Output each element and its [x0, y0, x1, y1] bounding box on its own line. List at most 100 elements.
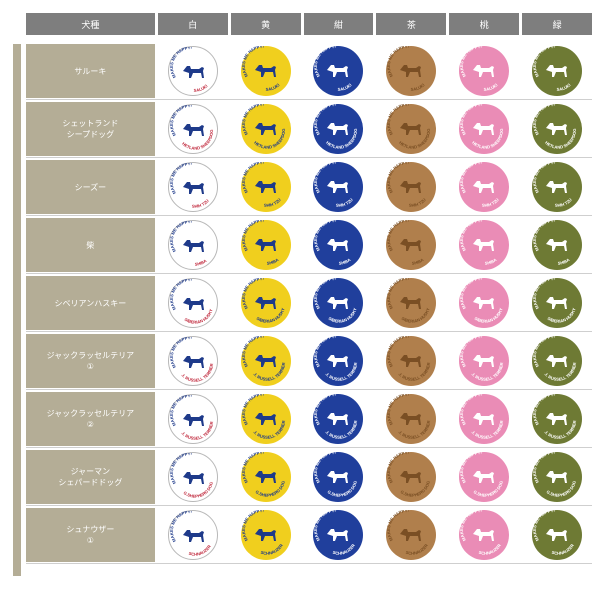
badge-green[interactable]: MAKES ME HAPPY! SALUKI — [532, 46, 583, 96]
badge-top-textpath: MAKES ME HAPPY! — [241, 510, 264, 542]
dog-silhouette-icon — [254, 239, 276, 251]
badge-brown[interactable]: MAKES ME HAPPY! J. RUSSELL TERRIER — [386, 394, 437, 444]
badge-breed-text: SHIBA — [485, 257, 498, 266]
breed-name-line: シープドッグ — [66, 130, 115, 139]
badge-pink[interactable]: MAKES ME HAPPY! SCHNAUZER — [459, 510, 510, 560]
badge-brown[interactable]: MAKES ME HAPPY! SCHNAUZER — [386, 510, 437, 560]
badge-top-textpath: MAKES ME HAPPY! — [169, 105, 192, 137]
badge-green[interactable]: MAKES ME HAPPY! SHIBA — [532, 220, 583, 270]
badge-yellow[interactable]: MAKES ME HAPPY! SIBERIAN HUSKY — [240, 278, 291, 328]
badge-white[interactable]: MAKES ME HAPPY!SHETLAND SHEEPDOG — [167, 104, 218, 154]
badge-yellow[interactable]: MAKES ME HAPPY!SHETLAND SHEEPDOG — [240, 104, 291, 154]
badge-white[interactable]: MAKES ME HAPPY! SHIH TZU — [167, 162, 218, 212]
badge-breed-text: SHIBA — [558, 257, 571, 266]
badge-yellow[interactable]: MAKES ME HAPPY! J. RUSSELL TERRIER — [240, 336, 291, 386]
badge-top-textpath: MAKES ME HAPPY! — [532, 278, 555, 310]
badge-top-text: MAKES ME HAPPY! — [241, 162, 264, 194]
badge-green[interactable]: MAKES ME HAPPY! SIBERIAN HUSKY — [532, 278, 583, 328]
badge-green[interactable]: MAKES ME HAPPY! G.SHEPHERD DOG — [532, 452, 583, 502]
badge-artwork: MAKES ME HAPPY!SHETLAND SHEEPDOG — [169, 105, 214, 151]
badge-brown[interactable]: MAKES ME HAPPY! J. RUSSELL TERRIER — [386, 336, 437, 386]
badge-navy[interactable]: MAKES ME HAPPY! G.SHEPHERD DOG — [313, 452, 364, 502]
badge-pink[interactable]: MAKES ME HAPPY! J. RUSSELL TERRIER — [459, 336, 510, 386]
badge-breed-textpath: SIBERIAN HUSKY — [255, 307, 285, 324]
badge-pink[interactable]: MAKES ME HAPPY! SALUKI — [459, 46, 510, 96]
badge-yellow[interactable]: MAKES ME HAPPY! SCHNAUZER — [240, 510, 291, 560]
badge-cell-pink: MAKES ME HAPPY! SALUKI — [449, 44, 519, 98]
dog-silhouette-icon — [546, 355, 568, 367]
dog-silhouette-icon — [473, 471, 495, 483]
badge-pink[interactable]: MAKES ME HAPPY! SIBERIAN HUSKY — [459, 278, 510, 328]
badge-brown[interactable]: MAKES ME HAPPY! SALUKI — [386, 46, 437, 96]
badge-navy[interactable]: MAKES ME HAPPY!SHETLAND SHEEPDOG — [313, 104, 364, 154]
badge-cell-brown: MAKES ME HAPPY! SALUKI — [376, 44, 446, 98]
badge-yellow[interactable]: MAKES ME HAPPY! J. RUSSELL TERRIER — [240, 394, 291, 444]
badge-top-text: MAKES ME HAPPY! — [169, 337, 192, 369]
badge-top-textpath: MAKES ME HAPPY! — [459, 162, 482, 194]
dog-silhouette-icon — [473, 239, 495, 251]
badge-green[interactable]: MAKES ME HAPPY! SCHNAUZER — [532, 510, 583, 560]
dog-silhouette-icon — [182, 240, 204, 252]
badge-cell-pink: MAKES ME HAPPY! SIBERIAN HUSKY — [449, 276, 519, 330]
badge-breed-textpath: SALUKI — [193, 83, 208, 92]
badge-white[interactable]: MAKES ME HAPPY! SALUKI — [167, 46, 218, 96]
badge-breed-textpath: J. RUSSELL TERRIER — [325, 420, 358, 440]
badge-white[interactable]: MAKES ME HAPPY! J. RUSSELL TERRIER — [167, 336, 218, 386]
badge-top-text: MAKES ME HAPPY! — [532, 394, 555, 426]
badge-white[interactable]: MAKES ME HAPPY! G.SHEPHERD DOG — [167, 452, 218, 502]
badge-green[interactable]: MAKES ME HAPPY! SHIH TZU — [532, 162, 583, 212]
badge-green[interactable]: MAKES ME HAPPY! J. RUSSELL TERRIER — [532, 394, 583, 444]
badge-white[interactable]: MAKES ME HAPPY! SCHNAUZER — [167, 510, 218, 560]
badge-artwork: MAKES ME HAPPY!G.SHEPHERD DOG — [313, 452, 358, 498]
badge-artwork: MAKES ME HAPPY!SHIBA — [313, 220, 352, 266]
badge-white[interactable]: MAKES ME HAPPY! J. RUSSELL TERRIER — [167, 394, 218, 444]
badge-cell-pink: MAKES ME HAPPY! J. RUSSELL TERRIER — [449, 334, 519, 388]
badge-brown[interactable]: MAKES ME HAPPY! SHIBA — [386, 220, 437, 270]
badge-green[interactable]: MAKES ME HAPPY!SHETLAND SHEEPDOG — [532, 104, 583, 154]
badge-top-textpath: MAKES ME HAPPY! — [169, 163, 192, 195]
badge-artwork: MAKES ME HAPPY!G.SHEPHERD DOG — [169, 453, 214, 499]
badge-white[interactable]: MAKES ME HAPPY! SIBERIAN HUSKY — [167, 278, 218, 328]
badge-pink[interactable]: MAKES ME HAPPY! J. RUSSELL TERRIER — [459, 394, 510, 444]
badge-artwork: MAKES ME HAPPY!SIBERIAN HUSKY — [532, 278, 577, 324]
badge-brown[interactable]: MAKES ME HAPPY!SHETLAND SHEEPDOG — [386, 104, 437, 154]
dog-silhouette-icon — [254, 65, 276, 77]
badge-pink[interactable]: MAKES ME HAPPY!SHETLAND SHEEPDOG — [459, 104, 510, 154]
badge-green[interactable]: MAKES ME HAPPY! J. RUSSELL TERRIER — [532, 336, 583, 386]
dog-silhouette-icon — [400, 123, 422, 135]
badge-yellow[interactable]: MAKES ME HAPPY! SALUKI — [240, 46, 291, 96]
badge-navy[interactable]: MAKES ME HAPPY! J. RUSSELL TERRIER — [313, 394, 364, 444]
badge-yellow[interactable]: MAKES ME HAPPY! SHIH TZU — [240, 162, 291, 212]
badge-top-text: MAKES ME HAPPY! — [386, 46, 409, 78]
badge-pink[interactable]: MAKES ME HAPPY! SHIBA — [459, 220, 510, 270]
badge-yellow[interactable]: MAKES ME HAPPY! SHIBA — [240, 220, 291, 270]
badge-breed-textpath: SHIBA — [485, 257, 498, 266]
badge-cell-pink: MAKES ME HAPPY! SHIH TZU — [449, 160, 519, 214]
table-row: シーズー MAKES ME HAPPY! SHIH TZU MAKES ME HAPP… — [26, 160, 592, 216]
badge-top-textpath: MAKES ME HAPPY! — [313, 162, 336, 194]
badge-navy[interactable]: MAKES ME HAPPY! J. RUSSELL TERRIER — [313, 336, 364, 386]
badge-breed-textpath: J. RUSSELL TERRIER — [180, 421, 213, 441]
badge-brown[interactable]: MAKES ME HAPPY! SIBERIAN HUSKY — [386, 278, 437, 328]
badge-navy[interactable]: MAKES ME HAPPY! SIBERIAN HUSKY — [313, 278, 364, 328]
badge-navy[interactable]: MAKES ME HAPPY! SHIH TZU — [313, 162, 364, 212]
badge-artwork: MAKES ME HAPPY!SIBERIAN HUSKY — [169, 279, 214, 325]
badge-yellow[interactable]: MAKES ME HAPPY! G.SHEPHERD DOG — [240, 452, 291, 502]
badge-pink[interactable]: MAKES ME HAPPY! G.SHEPHERD DOG — [459, 452, 510, 502]
badge-breed-text: SALUKI — [193, 83, 208, 92]
badge-navy[interactable]: MAKES ME HAPPY! SHIBA — [313, 220, 364, 270]
badge-cell-white: MAKES ME HAPPY! G.SHEPHERD DOG — [158, 450, 228, 504]
badge-top-text: MAKES ME HAPPY! — [532, 104, 555, 136]
breed-name-cell: シェットランド シープドッグ — [26, 102, 155, 156]
badge-top-textpath: MAKES ME HAPPY! — [386, 104, 409, 136]
badge-pink[interactable]: MAKES ME HAPPY! SHIH TZU — [459, 162, 510, 212]
badge-navy[interactable]: MAKES ME HAPPY! SCHNAUZER — [313, 510, 364, 560]
badge-white[interactable]: MAKES ME HAPPY! SHIBA — [167, 220, 218, 270]
badge-navy[interactable]: MAKES ME HAPPY! SALUKI — [313, 46, 364, 96]
badge-cell-yellow: MAKES ME HAPPY!SHETLAND SHEEPDOG — [231, 102, 301, 156]
badge-breed-textpath: SALUKI — [557, 82, 572, 91]
badge-brown[interactable]: MAKES ME HAPPY! SHIH TZU — [386, 162, 437, 212]
badge-breed-textpath: SHIBA — [266, 257, 279, 266]
badge-cell-yellow: MAKES ME HAPPY! J. RUSSELL TERRIER — [231, 334, 301, 388]
badge-brown[interactable]: MAKES ME HAPPY! G.SHEPHERD DOG — [386, 452, 437, 502]
